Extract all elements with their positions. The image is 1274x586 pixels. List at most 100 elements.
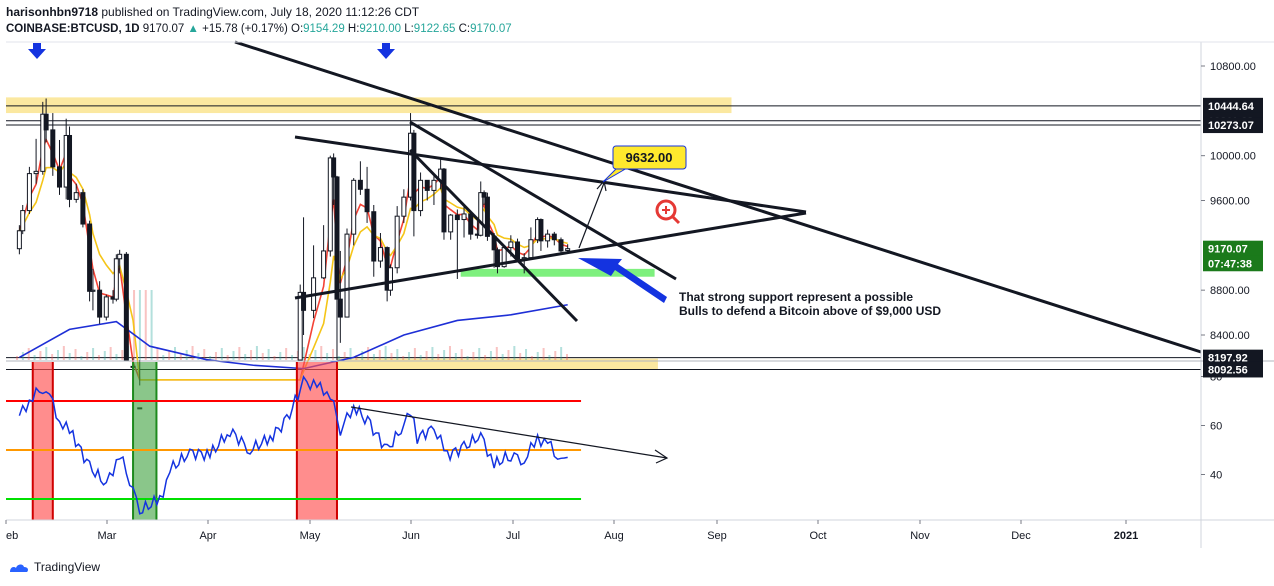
triangle-upper-trendline [294, 135, 807, 214]
volume-bar [255, 346, 258, 360]
volume-bar [51, 354, 54, 360]
volume-bar [372, 354, 375, 360]
annotation-text-line: That strong support represent a possible [679, 290, 913, 304]
volume-bar [238, 347, 241, 360]
down-arrow-icon [377, 43, 395, 59]
volume-bar [244, 354, 247, 360]
candle-body [364, 188, 370, 213]
price-label-box [1203, 361, 1263, 378]
price-label-box [1203, 117, 1263, 134]
time-tick-label: Aug [604, 530, 624, 542]
candle-body [297, 291, 303, 361]
volume-bar [103, 351, 106, 360]
candle-body [103, 296, 109, 318]
price-label-box [1203, 240, 1263, 257]
candle-body [33, 170, 39, 175]
volume-bar [121, 350, 124, 360]
publish-info: harisonhbn9718 published on TradingView.… [6, 5, 419, 19]
high-label: H: [347, 23, 360, 35]
volume-bar [273, 356, 276, 360]
author-name[interactable]: harisonhbn9718 [6, 5, 99, 19]
rsi-divergence-line [350, 406, 668, 459]
down-arrow-icon [28, 43, 46, 59]
candle-body [377, 247, 383, 262]
support-arrow-icon [578, 258, 667, 303]
open-label: O: [291, 23, 304, 35]
volume-bar [150, 290, 153, 360]
volume-bar [138, 290, 141, 360]
volume-bar [214, 352, 217, 360]
volume-bar [45, 347, 48, 360]
volume-bar [378, 350, 381, 360]
volume-bar [285, 348, 288, 360]
volume-bar [232, 351, 235, 360]
price-tick-label: 8800.00 [1210, 285, 1250, 297]
callout-pointer [602, 167, 629, 183]
volume-bar [466, 356, 469, 360]
channel-lower-line [408, 148, 579, 323]
price-label: 10273.07 [1208, 120, 1254, 132]
long-descending-trendline [234, 40, 1202, 354]
publish-date: published on TradingView.com, July 18, 2… [101, 5, 420, 19]
volume-bar [68, 353, 71, 360]
rsi-tick-label: 40 [1210, 470, 1222, 482]
candle-body [558, 239, 564, 252]
price-tick-label: 8400.00 [1210, 330, 1250, 342]
symbol-name: COINBASE:BTCUSD, 1D [6, 23, 140, 35]
volume-bar [525, 349, 528, 360]
time-tick-label: Mar [98, 530, 117, 542]
candle-body [468, 213, 474, 235]
volume-bar [226, 355, 229, 360]
volume-bar [337, 356, 340, 360]
callout-label: 9632.00 [626, 150, 673, 165]
price-label-box [1203, 255, 1263, 272]
tradingview-brand[interactable]: TradingView [8, 560, 100, 574]
volume-bar [291, 355, 294, 360]
candle-body [565, 248, 571, 251]
candle-body [484, 196, 490, 237]
candle-body [301, 291, 307, 311]
price-change: +15.78 (+0.17%) [202, 23, 288, 35]
volume-bar [489, 351, 492, 360]
candle-body [87, 223, 93, 292]
volume-bar [279, 352, 282, 360]
volume-bar [250, 350, 253, 360]
volume-bar [314, 350, 317, 360]
candle-body [448, 214, 454, 233]
volume-bar [209, 356, 212, 360]
volume-bar [331, 349, 334, 360]
volume-bar [478, 348, 481, 360]
candle-body [515, 241, 521, 260]
price-label: 07:47:38 [1208, 258, 1252, 270]
candle-body [394, 215, 400, 269]
candle-body [334, 176, 340, 300]
candle-body [357, 179, 363, 190]
channel-upper-line [409, 120, 677, 281]
candle-body [73, 192, 79, 200]
tradingview-logo-icon [10, 564, 28, 572]
annotation-text-line: Bulls to defend a Bitcoin above of $9,00… [679, 304, 941, 318]
low-value: 9122.65 [413, 23, 456, 35]
volume-bar [74, 349, 77, 360]
ma-long-line [18, 303, 568, 370]
volume-bar [191, 346, 194, 360]
volume-bar [197, 353, 200, 360]
zoom-icon-handle [670, 214, 681, 225]
volume-bar [472, 352, 475, 360]
rsi-tick-label: 60 [1210, 421, 1222, 433]
volume-bar [548, 355, 551, 360]
volume-bar [62, 346, 65, 360]
volume-bar [27, 348, 30, 360]
time-tick-label: May [300, 530, 321, 542]
candle-body [327, 157, 333, 252]
last-price: 9170.07 [142, 23, 185, 35]
volume-bar [109, 347, 112, 360]
overbought-highlight [32, 362, 53, 520]
volume-bar [92, 348, 95, 360]
candle-body [481, 192, 487, 198]
volume-bar [16, 356, 19, 360]
volume-bar [361, 351, 364, 360]
candle-body [117, 253, 123, 260]
change-arrow-icon: ▲ [187, 23, 199, 35]
